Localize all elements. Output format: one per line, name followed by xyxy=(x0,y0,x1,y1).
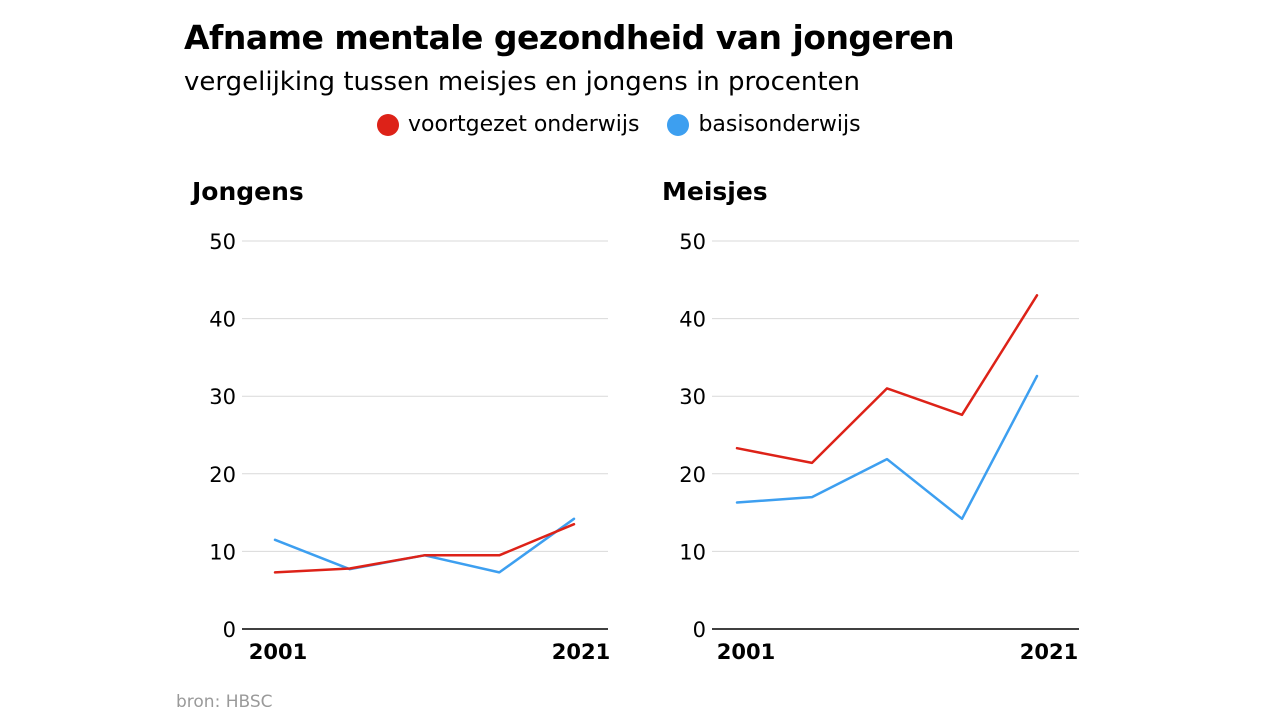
x-tick-label-jongens-end: 2021 xyxy=(552,640,610,664)
y-tick-label-meisjes-0: 0 xyxy=(693,618,706,642)
y-tick-label-jongens-0: 0 xyxy=(223,618,236,642)
y-tick-label-jongens-50: 50 xyxy=(209,230,236,254)
legend-swatch-red xyxy=(377,113,399,136)
legend-item-basis: basisonderwijs xyxy=(667,112,861,137)
y-tick-label-meisjes-30: 30 xyxy=(679,385,706,409)
chart-subtitle: vergelijking tussen meisjes en jongens i… xyxy=(184,67,861,97)
x-tick-label-jongens-start: 2001 xyxy=(249,640,307,664)
series-line-meisjes-basisonderwijs xyxy=(735,374,1039,521)
legend-label-basis: basisonderwijs xyxy=(698,112,861,137)
chart-title: Afname mentale gezondheid van jongeren xyxy=(184,18,955,57)
series-line-meisjes-voortgezet-onderwijs xyxy=(735,294,1039,465)
legend-label-voortgezet: voortgezet onderwijs xyxy=(408,112,640,137)
series-line-jongens-basisonderwijs xyxy=(273,517,576,574)
y-tick-label-jongens-10: 10 xyxy=(209,540,236,564)
legend-item-voortgezet: voortgezet onderwijs xyxy=(377,112,639,137)
y-tick-label-jongens-40: 40 xyxy=(209,308,236,332)
panel-title-meisjes: Meisjes xyxy=(662,177,768,206)
panel-title-jongens: Jongens xyxy=(190,177,304,206)
y-tick-label-meisjes-20: 20 xyxy=(679,463,706,487)
x-tick-label-meisjes-end: 2021 xyxy=(1020,640,1078,664)
y-tick-label-meisjes-50: 50 xyxy=(679,230,706,254)
source-note: bron: HBSC xyxy=(176,692,273,712)
y-tick-label-meisjes-10: 10 xyxy=(679,540,706,564)
y-tick-label-jongens-30: 30 xyxy=(209,385,236,409)
legend: voortgezet onderwijs basisonderwijs xyxy=(377,112,861,137)
x-tick-label-meisjes-start: 2001 xyxy=(717,640,775,664)
series-line-jongens-voortgezet-onderwijs xyxy=(273,522,576,574)
legend-swatch-blue xyxy=(667,113,690,136)
y-tick-label-meisjes-40: 40 xyxy=(679,308,706,332)
y-tick-label-jongens-20: 20 xyxy=(209,463,236,487)
